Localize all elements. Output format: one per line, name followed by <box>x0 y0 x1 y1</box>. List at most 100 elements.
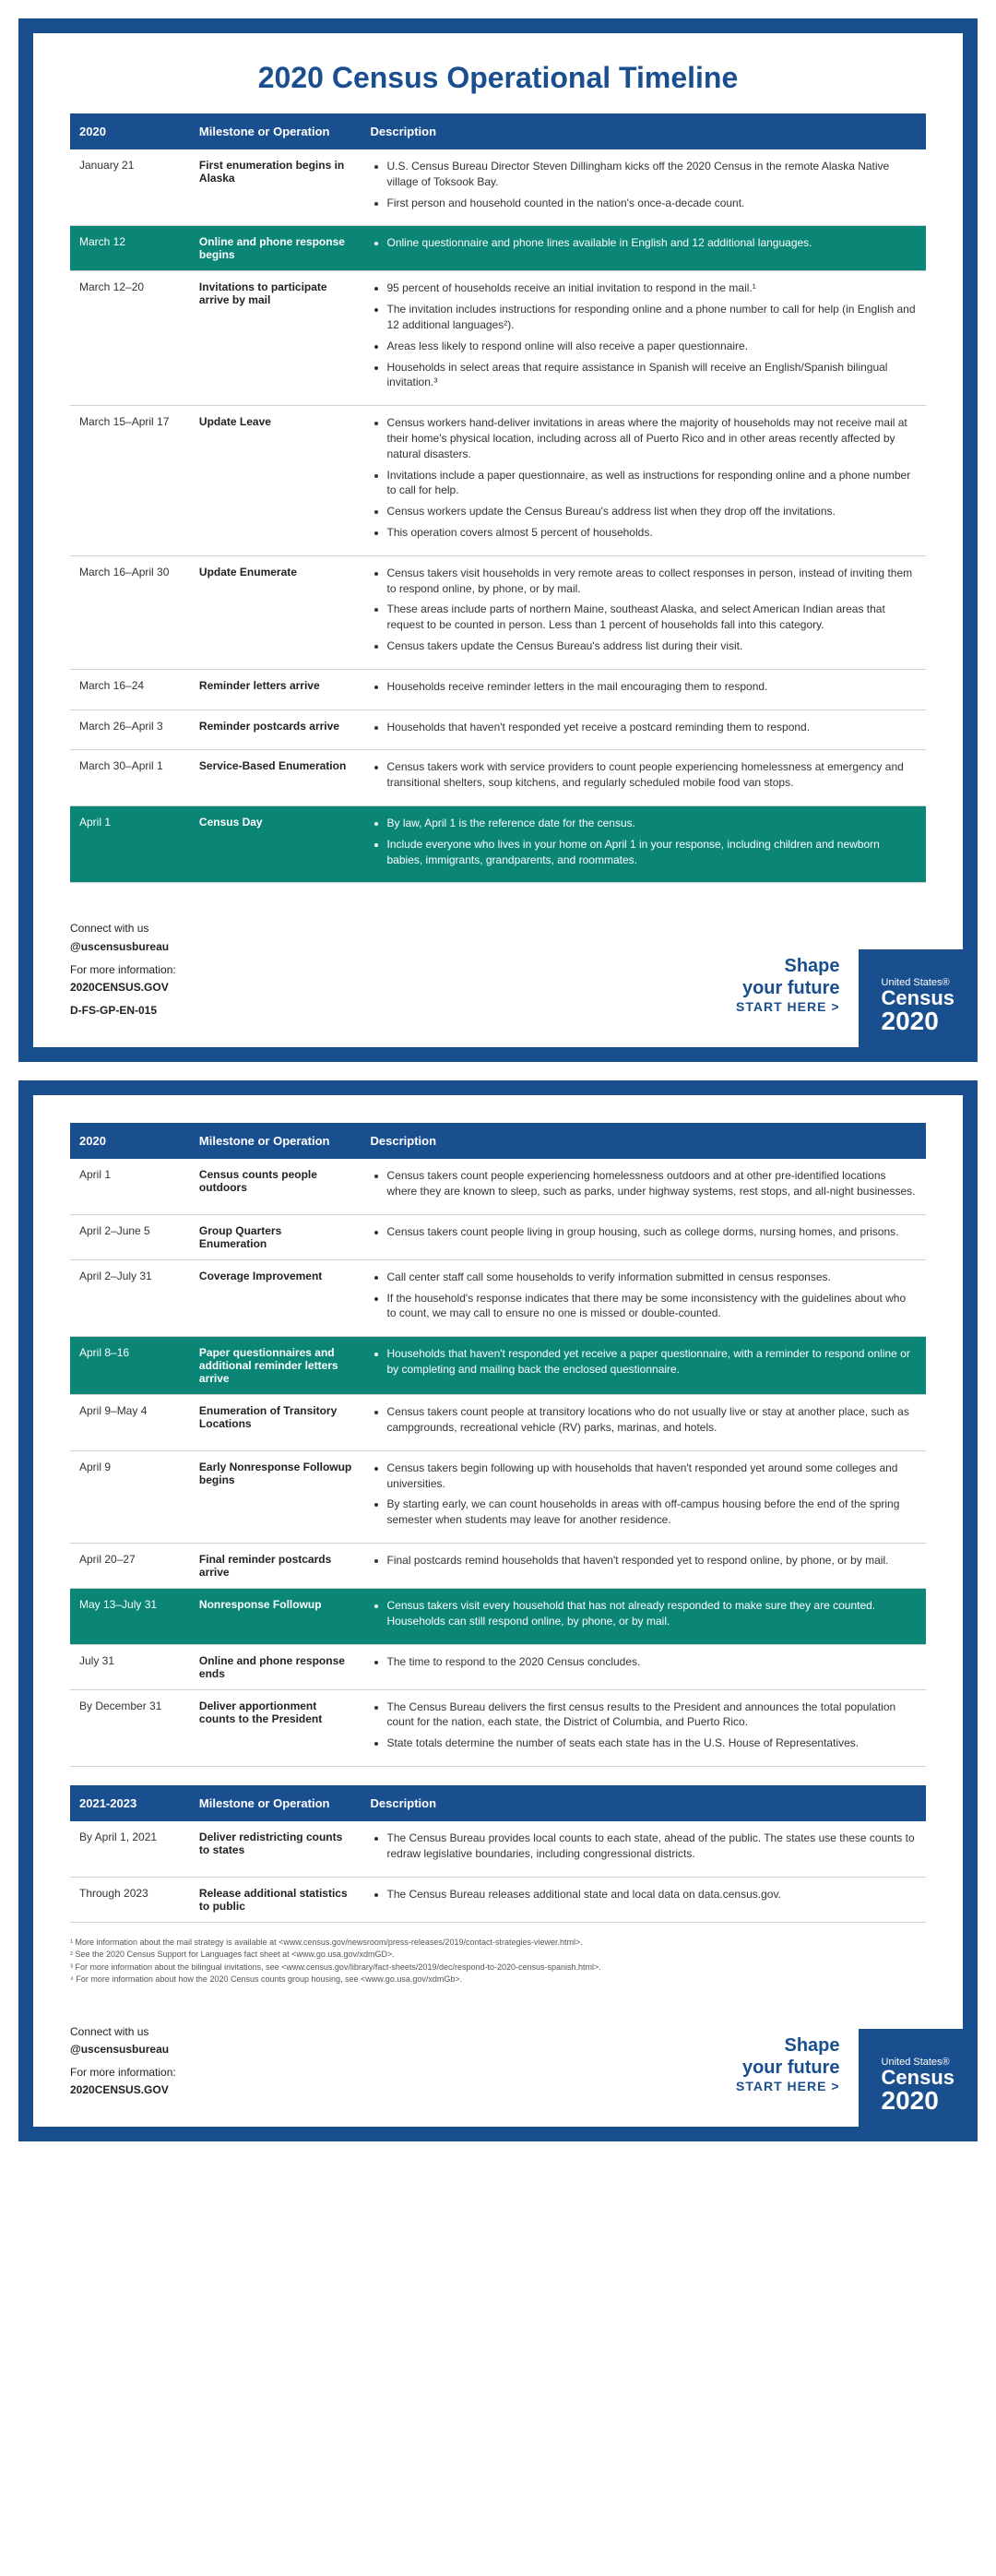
date-cell: April 9–May 4 <box>70 1395 190 1451</box>
date-cell: July 31 <box>70 1644 190 1689</box>
table-row: July 31Online and phone response ends The… <box>70 1644 926 1689</box>
bullet: Households that haven't responded yet re… <box>387 720 918 735</box>
footnote: ³ For more information about the bilingu… <box>70 1962 926 1974</box>
date-cell: March 12 <box>70 226 190 271</box>
shape-1: Shape <box>736 2034 839 2057</box>
date-cell: April 20–27 <box>70 1544 190 1589</box>
table-row: April 20–27Final reminder postcards arri… <box>70 1544 926 1589</box>
milestone-cell: Census Day <box>190 805 362 882</box>
header-desc: Description <box>362 1123 927 1159</box>
timeline-table-2a: 2020 Milestone or Operation Description … <box>70 1123 926 1767</box>
milestone-cell: Final reminder postcards arrive <box>190 1544 362 1589</box>
table-row: April 2–June 5Group Quarters Enumeration… <box>70 1214 926 1259</box>
table-row: By April 1, 2021Deliver redistricting co… <box>70 1821 926 1877</box>
date-cell: March 16–April 30 <box>70 555 190 669</box>
table-row: May 13–July 31Nonresponse FollowupCensus… <box>70 1589 926 1645</box>
footer-1: Connect with us @uscensusbureau For more… <box>70 920 926 1020</box>
url: 2020CENSUS.GOV <box>70 2081 176 2099</box>
desc-cell: Households that haven't responded yet re… <box>362 1337 927 1395</box>
bullet: Call center staff call some households t… <box>387 1270 918 1285</box>
date-cell: March 12–20 <box>70 271 190 406</box>
milestone-cell: Invitations to participate arrive by mai… <box>190 271 362 406</box>
milestone-cell: Deliver redistricting counts to states <box>190 1821 362 1877</box>
desc-cell: Census takers count people living in gro… <box>362 1214 927 1259</box>
footnote: ¹ More information about the mail strate… <box>70 1937 926 1950</box>
milestone-cell: Census counts people outdoors <box>190 1159 362 1214</box>
table-row: January 21First enumeration begins in Al… <box>70 149 926 226</box>
date-cell: April 1 <box>70 1159 190 1214</box>
bullet: Census workers hand-deliver invitations … <box>387 415 918 461</box>
year-label: 2020 <box>882 2088 954 2114</box>
page-2: 2020 Milestone or Operation Description … <box>18 1080 978 2141</box>
desc-cell: Online questionnaire and phone lines ava… <box>362 226 927 271</box>
bullet: Households that haven't responded yet re… <box>387 1346 918 1377</box>
milestone-cell: Coverage Improvement <box>190 1259 362 1336</box>
milestone-cell: Online and phone response ends <box>190 1644 362 1689</box>
shape-block: Shape your future START HERE > United St… <box>736 949 926 1020</box>
bullet: First person and household counted in th… <box>387 196 918 211</box>
desc-cell: Census takers work with service provider… <box>362 750 927 806</box>
census-label: Census <box>882 2068 954 2088</box>
year-label: 2020 <box>882 1008 954 1034</box>
footnote: ⁴ For more information about how the 202… <box>70 1974 926 1986</box>
header-desc2: Description <box>362 1785 927 1821</box>
milestone-cell: Online and phone response begins <box>190 226 362 271</box>
bullet: Online questionnaire and phone lines ava… <box>387 235 918 251</box>
start-here: START HERE > <box>736 2079 839 2094</box>
bullet: Census takers count people experiencing … <box>387 1168 918 1199</box>
moreinfo-label: For more information: <box>70 2064 176 2081</box>
shape-2: your future <box>736 2057 839 2079</box>
bullet: Include everyone who lives in your home … <box>387 837 918 868</box>
table-row: April 9Early Nonresponse Followup begins… <box>70 1450 926 1543</box>
desc-cell: Call center staff call some households t… <box>362 1259 927 1336</box>
milestone-cell: Enumeration of Transitory Locations <box>190 1395 362 1451</box>
shape-text: Shape your future START HERE > <box>736 2034 858 2094</box>
connect-block: Connect with us @uscensusbureau For more… <box>70 920 176 1020</box>
milestone-cell: Paper questionnaires and additional remi… <box>190 1337 362 1395</box>
milestone-cell: Service-Based Enumeration <box>190 750 362 806</box>
desc-cell: Census takers begin following up with ho… <box>362 1450 927 1543</box>
date-cell: March 16–24 <box>70 669 190 710</box>
header-year: 2020 <box>70 113 190 149</box>
bullet: Census takers count people living in gro… <box>387 1224 918 1240</box>
table-row: March 12–20Invitations to participate ar… <box>70 271 926 406</box>
table-row: Through 2023Release additional statistic… <box>70 1877 926 1922</box>
timeline-table-2b: 2021-2023 Milestone or Operation Descrip… <box>70 1785 926 1923</box>
bullet: By starting early, we can count househol… <box>387 1497 918 1528</box>
bullet: Census takers visit every household that… <box>387 1598 918 1629</box>
table-row: April 1Census counts people outdoors Cens… <box>70 1159 926 1214</box>
footer-2: Connect with us @uscensusbureau For more… <box>70 2023 926 2100</box>
milestone-cell: Early Nonresponse Followup begins <box>190 1450 362 1543</box>
desc-cell: Census workers hand-deliver invitations … <box>362 406 927 556</box>
handle: @uscensusbureau <box>70 2041 176 2058</box>
desc-cell: Census takers visit households in very r… <box>362 555 927 669</box>
header-year: 2020 <box>70 1123 190 1159</box>
bullet: The time to respond to the 2020 Census c… <box>387 1654 918 1670</box>
date-cell: March 30–April 1 <box>70 750 190 806</box>
date-cell: April 8–16 <box>70 1337 190 1395</box>
desc-cell: By law, April 1 is the reference date fo… <box>362 805 927 882</box>
doc-id: D-FS-GP-EN-015 <box>70 1002 176 1020</box>
connect-label: Connect with us <box>70 920 176 937</box>
table-row: By December 31Deliver apportionment coun… <box>70 1689 926 1766</box>
bullet: These areas include parts of northern Ma… <box>387 602 918 633</box>
shape-text: Shape your future START HERE > <box>736 955 858 1015</box>
bullet: Households in select areas that require … <box>387 360 918 391</box>
moreinfo-label: For more information: <box>70 961 176 979</box>
bullet: Areas less likely to respond online will… <box>387 339 918 354</box>
bullet: Final postcards remind households that h… <box>387 1553 918 1568</box>
header-milestone2: Milestone or Operation <box>190 1785 362 1821</box>
footnote: ² See the 2020 Census Support for Langua… <box>70 1949 926 1962</box>
bullet: Households receive reminder letters in t… <box>387 679 918 695</box>
table-row: March 30–April 1Service-Based Enumeratio… <box>70 750 926 806</box>
page-1: 2020 Census Operational Timeline 2020 Mi… <box>18 18 978 1062</box>
date-cell: April 1 <box>70 805 190 882</box>
date-cell: By December 31 <box>70 1689 190 1766</box>
bullet: Census takers visit households in very r… <box>387 566 918 597</box>
bullet: Census takers update the Census Bureau's… <box>387 638 918 654</box>
desc-cell: Census takers visit every household that… <box>362 1589 927 1645</box>
date-cell: March 26–April 3 <box>70 710 190 750</box>
timeline-table-1: 2020 Milestone or Operation Description … <box>70 113 926 883</box>
milestone-cell: Reminder postcards arrive <box>190 710 362 750</box>
header-milestone: Milestone or Operation <box>190 1123 362 1159</box>
